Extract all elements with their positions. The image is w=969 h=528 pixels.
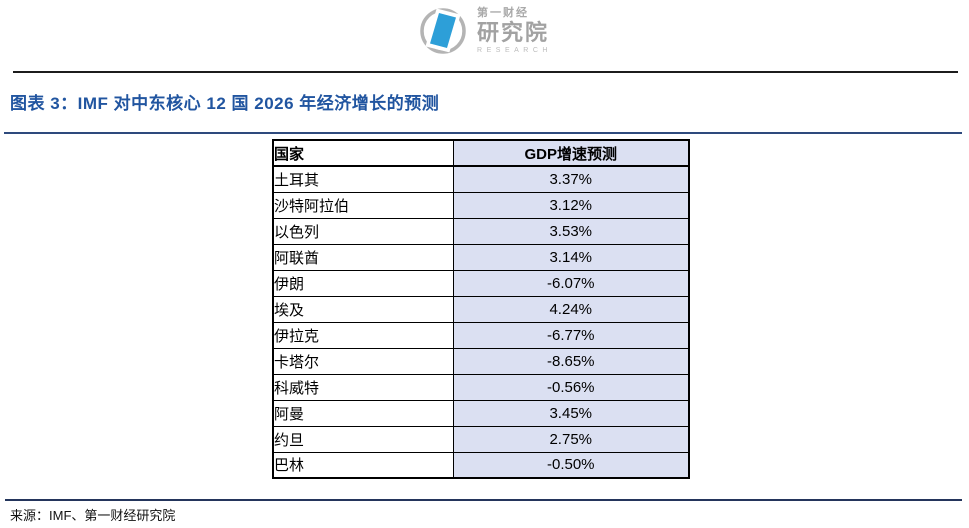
title-divider-line [4, 132, 962, 134]
table-row: 土耳其 3.37% [272, 165, 690, 193]
country-cell: 巴林 [272, 451, 454, 479]
table-row: 伊拉克 -6.77% [272, 321, 690, 349]
country-cell: 伊拉克 [272, 321, 454, 349]
logo-brand-name: 第一财经 [477, 7, 530, 19]
gdp-forecast-table: 国家 GDP增速预测 土耳其 3.37% 沙特阿拉伯 3.12% 以色列 3.5… [272, 139, 690, 479]
table-header-row: 国家 GDP增速预测 [272, 139, 690, 167]
value-cell: 3.12% [452, 191, 690, 219]
column-header-gdp-forecast: GDP增速预测 [452, 139, 690, 167]
logo-research-label: RESEARCH [477, 47, 552, 54]
bottom-divider-line [5, 499, 962, 501]
value-cell: 3.37% [452, 165, 690, 193]
value-cell: -6.77% [452, 321, 690, 349]
value-cell: 4.24% [452, 295, 690, 323]
value-cell: 3.53% [452, 217, 690, 245]
value-cell: 2.75% [452, 425, 690, 453]
value-cell: -0.50% [452, 451, 690, 479]
country-cell: 阿联酋 [272, 243, 454, 271]
table-row: 卡塔尔 -8.65% [272, 347, 690, 375]
country-cell: 埃及 [272, 295, 454, 323]
value-cell: -8.65% [452, 347, 690, 375]
value-cell: 3.14% [452, 243, 690, 271]
figure-title: 图表 3：IMF 对中东核心 12 国 2026 年经济增长的预测 [10, 94, 440, 113]
table-row: 巴林 -0.50% [272, 451, 690, 479]
table-row: 阿联酋 3.14% [272, 243, 690, 271]
column-header-country: 国家 [272, 139, 454, 167]
source-note: 来源：IMF、第一财经研究院 [10, 508, 176, 523]
header: 第一财经 研究院 RESEARCH [0, 4, 969, 64]
value-cell: 3.45% [452, 399, 690, 427]
table-row: 以色列 3.53% [272, 217, 690, 245]
table-row: 约旦 2.75% [272, 425, 690, 453]
country-cell: 科威特 [272, 373, 454, 401]
logo-icon [420, 8, 466, 54]
value-cell: -6.07% [452, 269, 690, 297]
table-row: 埃及 4.24% [272, 295, 690, 323]
table-row: 阿曼 3.45% [272, 399, 690, 427]
top-divider-line [13, 71, 958, 73]
logo-institute-name: 研究院 [477, 20, 550, 45]
country-cell: 阿曼 [272, 399, 454, 427]
table-row: 科威特 -0.56% [272, 373, 690, 401]
country-cell: 约旦 [272, 425, 454, 453]
table-row: 伊朗 -6.07% [272, 269, 690, 297]
country-cell: 伊朗 [272, 269, 454, 297]
country-cell: 以色列 [272, 217, 454, 245]
country-cell: 土耳其 [272, 165, 454, 193]
country-cell: 卡塔尔 [272, 347, 454, 375]
table-row: 沙特阿拉伯 3.12% [272, 191, 690, 219]
yicai-research-logo: 第一财经 研究院 RESEARCH [417, 4, 552, 58]
logo-text: 第一财经 研究院 RESEARCH [477, 7, 552, 55]
country-cell: 沙特阿拉伯 [272, 191, 454, 219]
value-cell: -0.56% [452, 373, 690, 401]
